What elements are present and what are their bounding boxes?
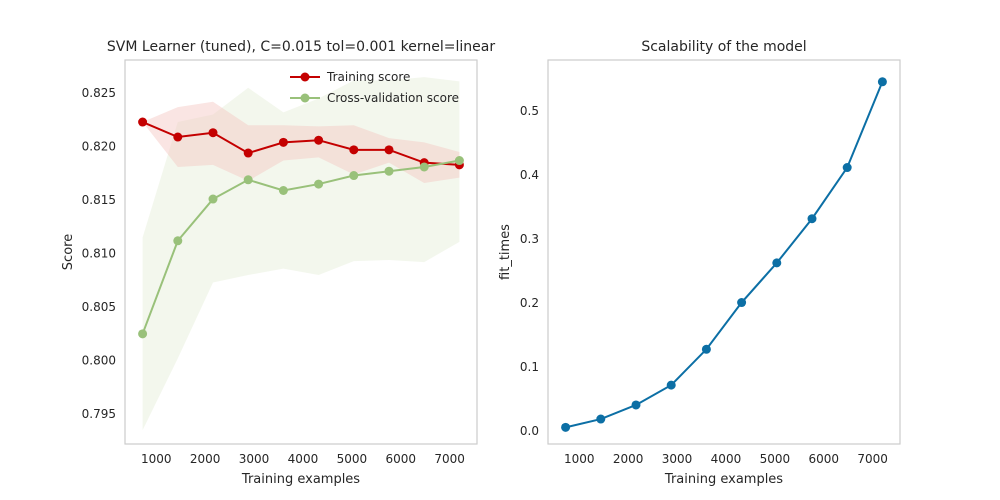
scalability-x-axis-label: Training examples [664,472,783,487]
cv-score-band [142,77,460,431]
x-tick-label: 1000 [564,452,595,466]
cv-score-point [419,162,429,172]
training-score-point [384,145,394,155]
fit-times-point [666,380,676,390]
x-tick-label: 2000 [190,452,221,466]
learning-curve-y-axis-label: Score [61,234,76,270]
x-tick-label: 5000 [760,452,791,466]
y-tick-label: 0.2 [520,296,539,310]
scalability-plot-frame [547,59,901,445]
cv-score-point [384,166,394,176]
learning-curve-lines [138,117,464,339]
cv-score-point [314,179,324,189]
x-tick-label: 6000 [385,452,416,466]
training-score-point [173,132,183,142]
x-tick-label: 7000 [857,452,888,466]
cv-score-point [243,175,253,185]
y-tick-label: 0.1 [520,360,539,374]
x-tick-label: 3000 [239,452,270,466]
y-tick-label: 0.800 [82,354,116,368]
legend-training-label: Training score [326,70,410,84]
cv-score-point [454,156,464,166]
scalability-x-ticks: 1000 2000 3000 4000 5000 6000 7000 [564,452,888,466]
x-tick-label: 3000 [662,452,693,466]
training-score-point [138,117,148,127]
cv-score-point [349,171,359,181]
x-tick-label: 1000 [141,452,172,466]
learning-curve-x-axis-label: Training examples [241,472,360,487]
y-tick-label: 0.805 [82,300,116,314]
y-tick-label: 0.795 [82,407,116,421]
learning-curve-title: SVM Learner (tuned), C=0.015 tol=0.001 k… [107,39,495,55]
training-score-point [349,145,359,155]
fit-times-point [631,400,641,410]
training-score-band [142,101,460,184]
y-tick-label: 0.825 [82,86,116,100]
fit-times-point [596,414,606,424]
scalability-lines [561,77,887,432]
fit-times-point [561,422,571,432]
cv-score-point [173,236,183,246]
training-score-point [314,135,324,145]
y-tick-label: 0.820 [82,140,116,154]
learning-curve-bands [142,77,460,431]
fit-times-point [701,344,711,354]
legend: Training score Cross-validation score [290,70,459,105]
learning-curve-x-ticks: 1000 2000 3000 4000 5000 6000 7000 [141,452,465,466]
learning-curve-y-ticks: 0.795 0.800 0.805 0.810 0.815 0.820 0.825 [82,86,116,421]
scalability-title: Scalability of the model [641,39,806,55]
x-tick-label: 2000 [613,452,644,466]
learning-curve-chart: SVM Learner (tuned), C=0.015 tol=0.001 k… [61,39,495,487]
legend-training-marker [300,72,310,82]
learning-curve-plot-frame [124,59,478,445]
x-tick-label: 7000 [434,452,465,466]
scalability-y-axis-label: fit_times [498,224,513,280]
training-score-point [208,128,218,138]
x-tick-label: 4000 [288,452,319,466]
training-score-line [142,121,460,166]
legend-cv-marker [300,93,310,103]
cv-score-point [208,194,218,204]
y-tick-label: 0.810 [82,247,116,261]
fit-times-point [877,77,887,87]
x-tick-label: 4000 [711,452,742,466]
fit-times-point [737,298,747,308]
legend-cv-label: Cross-validation score [327,91,459,105]
y-tick-label: 0.4 [520,168,539,182]
fit-times-line [565,81,884,429]
fit-times-point [807,214,817,224]
training-score-point [278,137,288,147]
y-tick-label: 0.5 [520,104,539,118]
scalability-y-ticks: 0.0 0.1 0.2 0.3 0.4 0.5 [520,104,539,438]
fit-times-point [842,163,852,173]
y-tick-label: 0.0 [520,424,539,438]
training-score-point [243,148,253,158]
cv-score-point [278,185,288,195]
scalability-chart: Scalability of the model 1000 2000 3000 400… [498,39,901,487]
fit-times-point [772,258,782,268]
cv-score-point [138,329,148,339]
y-tick-label: 0.3 [520,232,539,246]
cv-score-line [141,159,460,335]
x-tick-label: 6000 [808,452,839,466]
y-tick-label: 0.815 [82,193,116,207]
x-tick-label: 5000 [337,452,368,466]
